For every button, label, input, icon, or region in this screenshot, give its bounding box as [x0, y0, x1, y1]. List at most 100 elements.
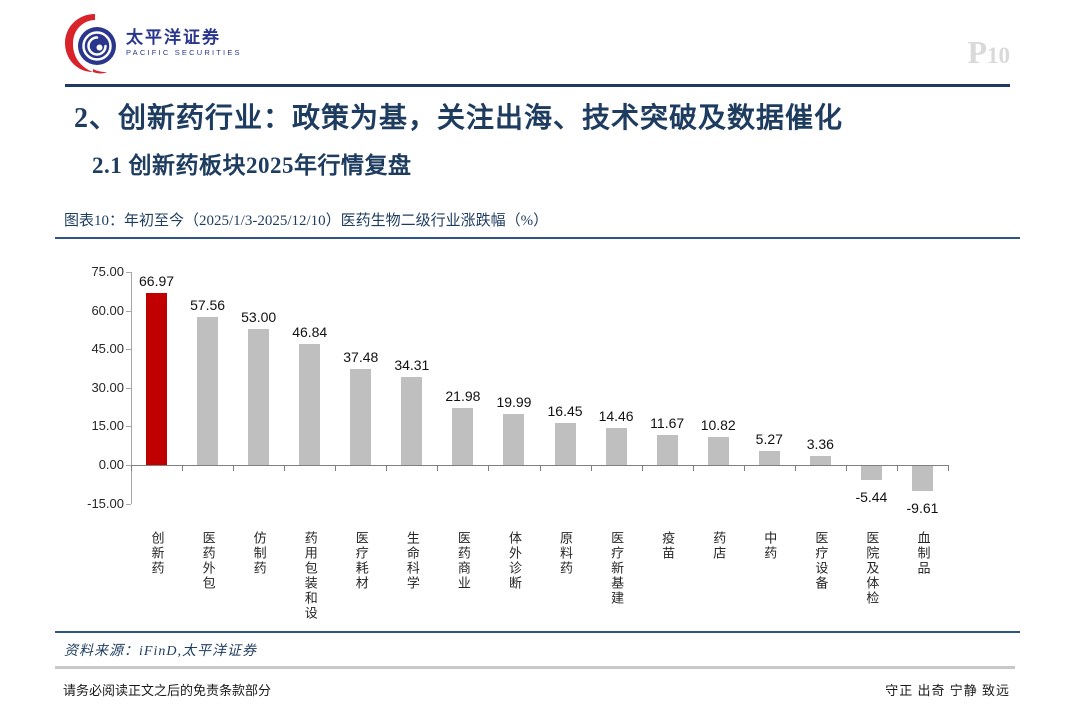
bar-category-label: 医疗设备 — [813, 531, 829, 591]
figure-top-border — [55, 237, 1020, 239]
bar-category-label: 生命科学 — [404, 531, 420, 591]
bar-value-label: 5.27 — [755, 431, 783, 448]
bar-category-label: 医药外包 — [200, 531, 216, 591]
bar — [758, 451, 780, 465]
y-axis-tick-mark — [126, 310, 131, 312]
bar-value-label: 37.48 — [343, 348, 379, 365]
bar — [452, 408, 474, 465]
y-axis-tick-mark — [126, 426, 131, 428]
footer-motto: 守正 出奇 宁静 致远 — [885, 683, 1010, 698]
logo-swirl-icon — [65, 14, 116, 74]
bar-value-label: 11.67 — [650, 414, 685, 431]
bar — [809, 456, 831, 465]
x-axis-tick-mark — [182, 465, 183, 471]
x-axis-tick-mark — [540, 465, 541, 471]
x-axis-tick-mark — [488, 465, 489, 471]
bar-category-label: 创新药 — [149, 531, 165, 576]
x-axis-tick-mark — [386, 465, 387, 471]
y-axis-tick-label: 75.00 — [91, 264, 124, 280]
y-axis-tick-label: -15.00 — [87, 495, 124, 511]
bar-value-label: 14.46 — [598, 407, 634, 424]
bar — [707, 437, 729, 465]
header-divider-line — [65, 84, 1010, 87]
bar-value-label: 53.00 — [241, 308, 277, 325]
x-axis-tick-mark — [744, 465, 745, 471]
bar — [605, 427, 627, 465]
bar-category-label: 疫苗 — [660, 531, 676, 561]
x-axis-tick-mark — [131, 465, 132, 471]
bar-category-label: 体外诊断 — [506, 531, 522, 591]
x-axis-tick-mark — [233, 465, 234, 471]
x-axis-zero-line — [131, 465, 948, 466]
logo-name-en: PACIFIC SECURITIES — [126, 48, 242, 57]
bar-value-label: 34.31 — [394, 356, 430, 373]
logo-text: 太平洋证券 PACIFIC SECURITIES — [126, 28, 242, 58]
bar — [860, 466, 882, 480]
x-axis-tick-mark — [897, 465, 898, 471]
bar-category-label: 血制品 — [915, 531, 931, 576]
bar-value-label: 3.36 — [806, 436, 834, 453]
x-axis-tick-mark — [437, 465, 438, 471]
bar — [503, 413, 525, 465]
bar-category-label: 医院及体检 — [864, 531, 880, 606]
data-source-note: 资料来源：iFinD,太平洋证券 — [64, 644, 257, 659]
bar-value-label: 10.82 — [700, 417, 736, 434]
bar-value-label: -5.44 — [855, 488, 888, 505]
y-axis-tick-label: 0.00 — [98, 457, 124, 472]
y-axis-tick-label: 45.00 — [91, 341, 124, 357]
figure-bottom-border — [55, 631, 1020, 633]
bar-value-label: -9.61 — [906, 499, 939, 516]
pacific-securities-logo: 太平洋证券 PACIFIC SECURITIES — [64, 12, 242, 74]
bar-category-label: 中药 — [762, 531, 778, 561]
bar-value-label: 57.56 — [190, 296, 226, 313]
y-axis-tick-mark — [126, 387, 131, 389]
bar — [554, 422, 576, 465]
bar-category-label: 医疗耗材 — [353, 531, 369, 591]
logo-name-cn: 太平洋证券 — [126, 28, 221, 47]
page-number-prefix: P — [967, 34, 987, 70]
bar-value-label: 21.98 — [445, 388, 481, 405]
section-title: 2、创新药行业：政策为基，关注出海、技术突破及数据催化 — [74, 103, 844, 134]
bar — [197, 316, 219, 465]
y-axis-tick-mark — [126, 272, 131, 274]
page-number: P10 — [967, 34, 1010, 71]
bar-value-label: 19.99 — [496, 393, 532, 410]
y-axis-tick-label: 30.00 — [91, 379, 124, 395]
bar-category-label: 药店 — [711, 531, 727, 561]
bar — [401, 376, 423, 465]
bar-category-label: 医疗新基建 — [609, 531, 625, 606]
footer-divider-line — [55, 666, 1015, 669]
bar-value-label: 66.97 — [139, 272, 175, 289]
page-number-value: 10 — [987, 43, 1010, 68]
bar-category-label: 原料药 — [558, 531, 574, 576]
bar-category-label: 医药商业 — [455, 531, 471, 591]
x-axis-tick-mark — [591, 465, 592, 471]
bar — [248, 328, 270, 465]
bar-category-label: 药用包装和设备 — [302, 531, 318, 621]
bar — [146, 292, 168, 465]
x-axis-tick-mark — [642, 465, 643, 471]
x-axis-tick-mark — [795, 465, 796, 471]
bar-value-label: 16.45 — [547, 402, 583, 419]
y-axis-tick-label: 15.00 — [91, 418, 124, 434]
y-axis-tick-mark — [126, 465, 131, 466]
bar — [299, 344, 321, 465]
bar-value-label: 46.84 — [292, 324, 328, 341]
x-axis-tick-mark — [335, 465, 336, 471]
bar — [911, 466, 933, 491]
bar — [656, 434, 678, 465]
x-axis-tick-mark — [284, 465, 285, 471]
x-axis-tick-mark — [948, 465, 949, 471]
footer-disclaimer: 请务必阅读正文之后的免责条款部分 — [63, 683, 272, 698]
y-axis-tick-mark — [126, 349, 131, 351]
y-axis-line — [131, 272, 132, 504]
bar — [350, 368, 372, 465]
y-axis-tick-mark — [126, 503, 131, 505]
bar-category-label: 仿制药 — [251, 531, 267, 576]
figure-caption: 图表10：年初至今（2025/1/3-2025/12/10）医药生物二级行业涨跌… — [64, 213, 549, 229]
section-subtitle: 2.1 创新药板块2025年行情复盘 — [92, 153, 412, 178]
y-axis-tick-label: 60.00 — [91, 302, 124, 318]
x-axis-tick-mark — [693, 465, 694, 471]
x-axis-tick-mark — [846, 465, 847, 471]
